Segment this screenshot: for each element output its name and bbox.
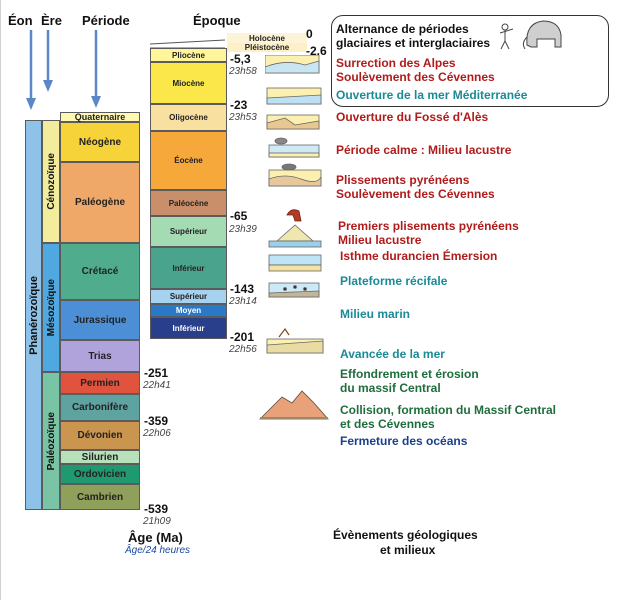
era-cenozoic: Cénozoïque <box>42 120 60 243</box>
event-effondrement-2: du massif Central <box>340 381 441 395</box>
header-epoch: Époque <box>193 13 241 28</box>
page-left-border <box>0 0 1 600</box>
eon-label: Phanérozoïque <box>27 275 40 355</box>
event-milieu-lacustre: Milieu lacustre <box>338 233 422 247</box>
event-cevennes-2: Soulèvement des Cévennes <box>336 187 495 201</box>
period-neogene: Néogène <box>60 122 140 162</box>
era-mesozoic-label: Mésozoïque <box>45 278 57 337</box>
hour-65: 23h39 <box>229 224 257 235</box>
era-paleozoic: Paléozoïque <box>42 372 60 510</box>
hour-5-3: 23h58 <box>229 66 257 77</box>
event-plateforme: Plateforme récifale <box>340 274 448 288</box>
events-axis-label-1: Évènements géologiques <box>333 528 478 542</box>
age-65: -65 <box>230 209 248 223</box>
mammoth-hunter-illustration <box>499 20 562 50</box>
recent-events-box <box>331 15 609 107</box>
age-23: -23 <box>230 98 248 112</box>
event-fosse-ales: Ouverture du Fossé d'Alès <box>336 110 489 124</box>
header-eon: Éon <box>8 13 33 28</box>
hour-143: 23h14 <box>229 296 257 307</box>
hour-201: 22h56 <box>229 344 257 355</box>
period-trias: Trias <box>60 340 140 372</box>
period-devonien: Dévonien <box>60 421 140 450</box>
era-cenozoic-label: Cénozoïque <box>45 153 57 210</box>
period-permien: Permien <box>60 372 140 394</box>
age-201: -201 <box>230 330 255 344</box>
epoch-pliocene: Pliocène <box>150 48 227 62</box>
period-paleogene: Paléogène <box>60 162 140 243</box>
event-marin: Milieu marin <box>340 307 411 321</box>
hour-539: 21h09 <box>143 516 171 527</box>
period-ordovicien: Ordovicien <box>60 464 140 484</box>
event-effondrement-1: Effondrement et érosion <box>340 367 479 381</box>
hour-359: 22h06 <box>143 428 171 439</box>
event-alpes: Surrection des Alpes <box>336 56 456 70</box>
epoch-superieur-cretace: Supérieur <box>150 216 227 247</box>
period-silurien: Silurien <box>60 450 140 464</box>
epoch-paleocene: Paléocène <box>150 190 227 216</box>
geology-sketches <box>265 55 324 354</box>
event-collision-2: et des Cévennes <box>340 417 435 431</box>
event-avancee-mer: Avancée de la mer <box>340 347 445 361</box>
epoch-oligocene: Oligocène <box>150 104 227 131</box>
age-0: 0 <box>306 27 313 41</box>
hour-251: 22h41 <box>143 380 171 391</box>
age-143: -143 <box>230 282 255 296</box>
event-glacial-line1: Alternance de périodes <box>336 22 469 36</box>
epoch-inferieur-jurassique: Inférieur <box>150 317 227 339</box>
period-carbonifere: Carbonifère <box>60 394 140 421</box>
epoch-holocene: Holocène <box>227 33 307 43</box>
event-lacustre-calme: Période calme : Milieu lacustre <box>336 143 512 157</box>
event-cevennes-1: Soulèvement des Cévennes <box>336 70 495 84</box>
age-359: -359 <box>144 414 169 428</box>
age-axis-label: Âge (Ma) <box>128 530 183 545</box>
epoch-pleistocene: Pléistocène <box>227 43 307 52</box>
hour-23: 23h53 <box>229 112 257 123</box>
epoch-miocene: Miocène <box>150 62 227 104</box>
massif-central-sketch <box>259 390 329 420</box>
events-axis-label-2: et milieux <box>380 543 436 557</box>
age-2-6: -2.6 <box>306 44 327 58</box>
event-isthme: Isthme durancien Émersion <box>340 249 498 263</box>
header-period: Période <box>82 13 130 28</box>
age-axis-sublabel: Âge/24 heures <box>125 545 191 556</box>
epoch-inferieur-cretace: Inférieur <box>150 247 227 289</box>
period-jurassique: Jurassique <box>60 300 140 340</box>
era-paleozoic-label: Paléozoïque <box>45 411 57 471</box>
epoch-eocene: Éocène <box>150 131 227 190</box>
event-fermeture: Fermeture des océans <box>340 434 468 448</box>
event-collision-1: Collision, formation du Massif Central <box>340 403 557 417</box>
period-cambrien: Cambrien <box>60 484 140 510</box>
event-pyreneens: Plissements pyrénéens <box>336 173 470 187</box>
period-cretace: Crétacé <box>60 243 140 300</box>
event-premiers-plis: Premiers plisements pyrénéens <box>338 219 519 233</box>
event-mediterranee: Ouverture de la mer Méditerranée <box>336 88 528 102</box>
period-quaternaire: Quaternaire <box>60 112 140 122</box>
eon-phanerozoic: Phanérozoïque <box>25 120 42 510</box>
age-539: -539 <box>144 502 169 516</box>
age-251: -251 <box>144 366 169 380</box>
epoch-moyen-jurassique: Moyen <box>150 304 227 317</box>
age-5-3: -5,3 <box>230 52 251 66</box>
event-glacial-line2: glaciaires et interglaciaires <box>336 36 491 50</box>
epoch-superieur-jurassique: Supérieur <box>150 289 227 304</box>
header-era: Ère <box>41 13 62 28</box>
era-mesozoic: Mésozoïque <box>42 243 60 372</box>
